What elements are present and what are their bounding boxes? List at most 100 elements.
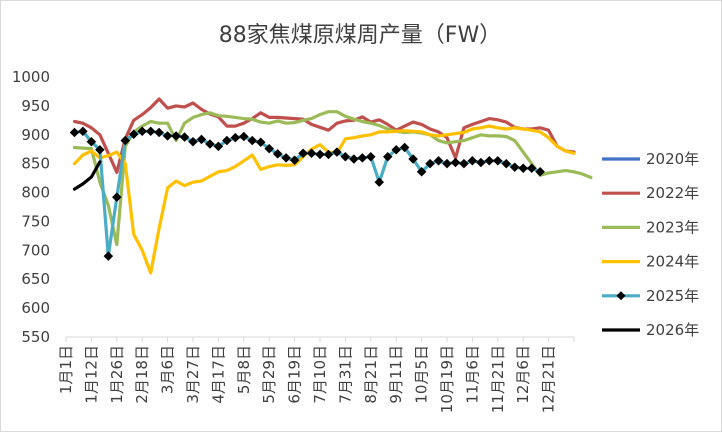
series-line (72, 97, 576, 174)
x-tick-label: 7月10日 (311, 345, 329, 404)
data-point (357, 153, 368, 163)
legend-label: 2025年 (646, 287, 699, 305)
data-point (374, 177, 385, 188)
data-point (230, 132, 241, 143)
series-5 (69, 126, 545, 261)
legend-label: 2023年 (646, 218, 699, 236)
data-point (238, 131, 249, 142)
x-tick-label: 10月19日 (438, 345, 456, 413)
y-tick-label: 1000 (12, 68, 50, 86)
x-tick-label: 1月1日 (57, 345, 75, 394)
data-point (298, 148, 308, 159)
data-point (535, 166, 545, 177)
data-point (120, 135, 131, 146)
data-point (128, 129, 139, 140)
legend-item: 2026年 (602, 321, 699, 339)
x-tick-label: 10月5日 (413, 345, 431, 404)
data-point (408, 154, 418, 164)
data-point (95, 144, 105, 155)
data-point (289, 155, 300, 166)
y-tick-label: 950 (21, 97, 50, 115)
series-2 (72, 97, 576, 174)
legend-item: 2024年 (602, 253, 699, 271)
x-tick-label: 1月12日 (82, 345, 100, 404)
chart-title: 88家焦煤原煤周产量（FW） (219, 23, 501, 48)
legend-label: 2022年 (646, 184, 699, 202)
data-point (476, 157, 486, 168)
data-point (171, 131, 181, 141)
data-point (399, 142, 410, 153)
legend-label: 2026年 (646, 321, 699, 339)
data-point (484, 155, 495, 166)
x-tick-label: 9月11日 (387, 345, 405, 404)
data-point (272, 148, 283, 159)
legend-item: 2022年 (602, 184, 699, 202)
data-point (315, 149, 325, 160)
data-point (509, 162, 520, 172)
y-tick-label: 650 (21, 270, 50, 288)
legend-item: 2020年 (602, 150, 699, 168)
data-point (518, 163, 529, 174)
x-tick-label: 3月27日 (184, 345, 202, 404)
data-point (103, 251, 114, 261)
data-point (213, 141, 224, 152)
y-tick-label: 600 (21, 299, 50, 317)
x-tick-label: 7月31日 (336, 345, 354, 404)
data-point (492, 155, 503, 166)
y-tick-label: 850 (21, 155, 50, 173)
y-tick-label: 550 (21, 328, 50, 346)
legend: 2020年 2022年 2023年 2024年 2025年 2026年 (602, 150, 699, 339)
x-tick-label: 11月21日 (489, 345, 507, 413)
plot-area (69, 97, 593, 275)
x-axis: 1月1日 1月12日 1月26日 2月18日 3月6日 3月27日 4月17日 5月8日 5月2… (57, 336, 575, 413)
data-point (416, 166, 427, 177)
data-point (442, 158, 452, 169)
data-point (86, 136, 97, 147)
data-point (467, 155, 478, 166)
y-axis: 550 600 650 700 750 800 850 900 950 1000 (12, 68, 50, 346)
data-point (154, 127, 164, 138)
data-point (349, 154, 359, 164)
data-point (433, 155, 444, 166)
x-tick-label: 12月6日 (514, 345, 532, 404)
y-tick-label: 750 (21, 212, 50, 230)
x-tick-label: 1月26日 (108, 345, 126, 404)
data-point (137, 126, 148, 137)
x-tick-label: 4月17日 (209, 345, 227, 404)
x-tick-label: 5月29日 (260, 345, 278, 404)
legend-item: 2023年 (602, 218, 699, 236)
data-point (196, 134, 207, 145)
x-tick-label: 11月6日 (463, 345, 481, 404)
x-tick-label: 5月8日 (235, 345, 253, 394)
legend-label: 2024年 (646, 253, 699, 271)
data-point (188, 136, 198, 147)
x-tick-label: 12月21日 (540, 345, 558, 413)
data-point (391, 144, 402, 155)
data-point (323, 149, 334, 160)
data-point (450, 157, 461, 168)
data-point (340, 151, 351, 162)
data-point (526, 163, 537, 174)
series-line (72, 110, 593, 247)
data-point (111, 192, 122, 203)
series-line (72, 160, 102, 191)
data-point (69, 127, 80, 138)
data-point (281, 153, 291, 163)
legend-marker (616, 291, 626, 301)
y-tick-label: 800 (21, 184, 50, 202)
data-point (222, 135, 232, 146)
series-3 (72, 110, 593, 247)
data-point (332, 147, 342, 157)
data-point (162, 131, 173, 141)
data-point (205, 139, 215, 149)
legend-item: 2025年 (602, 287, 699, 305)
data-point (264, 143, 275, 154)
data-point (179, 132, 190, 142)
data-point (501, 158, 512, 169)
legend-label: 2020年 (646, 150, 699, 168)
data-point (425, 158, 435, 169)
data-point (306, 148, 317, 159)
data-point (145, 126, 156, 137)
